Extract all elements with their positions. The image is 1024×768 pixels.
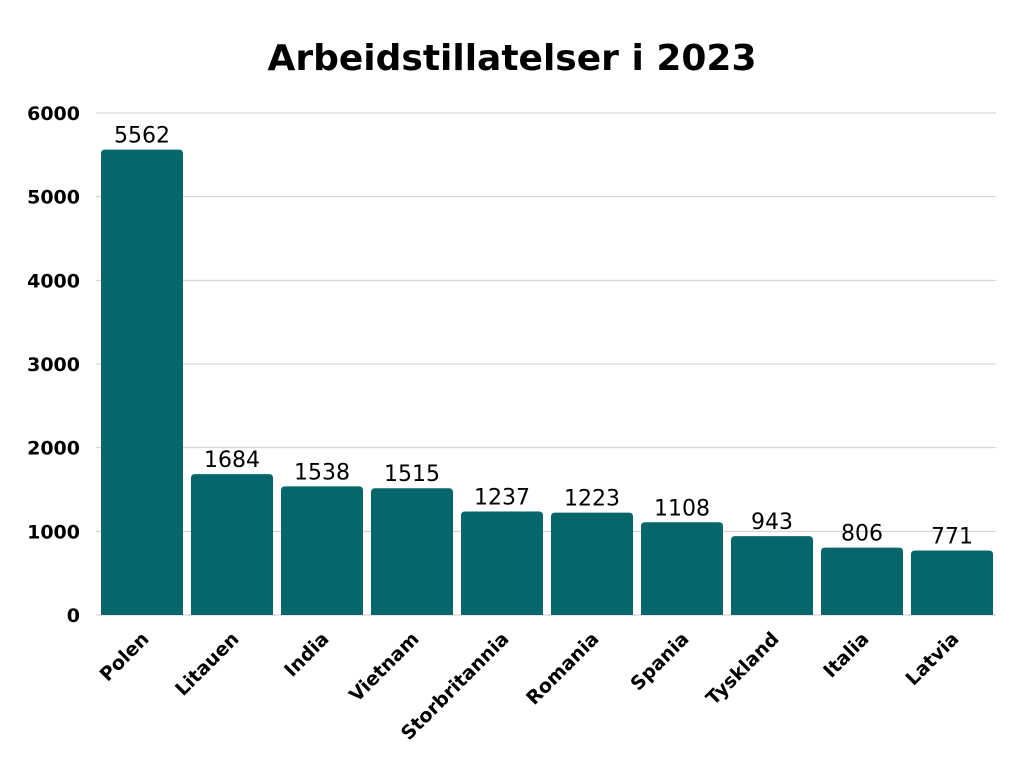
x-tick-label: Polen — [96, 628, 154, 686]
y-tick-label: 2000 — [27, 438, 80, 460]
y-tick-label: 3000 — [27, 354, 80, 376]
x-tick-label: Italia — [819, 628, 873, 682]
bar-polen — [101, 149, 183, 615]
bar-storbritannia — [461, 511, 543, 615]
x-tick-label: Vietnam — [345, 628, 423, 706]
bar-latvia — [911, 550, 993, 615]
data-label: 771 — [931, 524, 973, 549]
bar-vietnam — [371, 488, 453, 615]
data-label: 1684 — [204, 448, 260, 473]
data-label: 1538 — [294, 460, 350, 485]
y-tick-label: 1000 — [27, 521, 80, 543]
x-tick-label: Latvia — [901, 628, 963, 690]
y-axis-ticks: 0 1000 2000 3000 4000 5000 6000 — [27, 103, 80, 627]
y-tick-label: 6000 — [27, 103, 80, 125]
bar-tyskland — [731, 536, 813, 615]
x-tick-label: India — [280, 628, 333, 681]
data-label: 1108 — [654, 496, 710, 521]
bar-spania — [641, 522, 723, 615]
data-label: 5562 — [114, 124, 170, 149]
y-tick-label: 5000 — [27, 187, 80, 209]
data-label: 1515 — [384, 462, 440, 487]
bar-romania — [551, 512, 633, 615]
y-tick-label: 0 — [67, 605, 80, 627]
data-label: 943 — [751, 510, 793, 535]
x-tick-label: Tyskland — [702, 628, 784, 710]
x-tick-label: Romania — [522, 628, 603, 709]
data-label: 806 — [841, 522, 883, 547]
data-label: 1223 — [564, 487, 620, 512]
chart-title: Arbeidstillatelser i 2023 — [267, 38, 757, 79]
x-tick-label: Litauen — [171, 628, 243, 700]
bar-litauen — [191, 474, 273, 615]
x-tick-label: Spania — [626, 628, 693, 695]
bars — [101, 149, 993, 615]
data-labels: 5562 1684 1538 1515 1237 1223 1108 943 806 771 — [114, 124, 973, 550]
bar-italia — [821, 547, 903, 615]
y-tick-label: 4000 — [27, 270, 80, 292]
data-label: 1237 — [474, 486, 530, 511]
bar-india — [281, 486, 363, 615]
